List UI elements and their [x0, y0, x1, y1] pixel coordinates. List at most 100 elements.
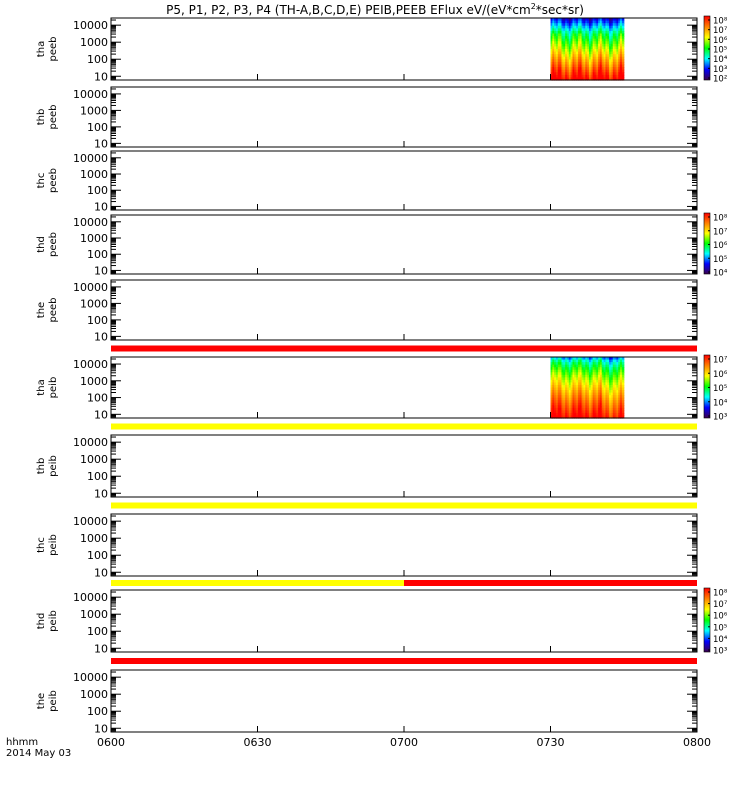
spectrogram-cell: [603, 59, 607, 63]
spectrogram-cell: [574, 38, 577, 42]
spectrogram-cell: [574, 54, 577, 58]
spectrogram-cell: [588, 59, 592, 63]
spectrogram-cell: [579, 407, 583, 411]
spectrogram-cell: [570, 369, 574, 373]
spectrogram-cell: [587, 400, 590, 404]
spectrogram-cell: [605, 402, 608, 406]
y-tick-label: 1000: [80, 297, 108, 310]
spectrogram-cell: [576, 405, 579, 409]
spectrogram-cell: [566, 41, 570, 45]
spectrogram-cell: [607, 49, 610, 53]
colorbar: [703, 15, 711, 81]
spectrogram-cell: [555, 69, 559, 73]
spectrogram-cell: [612, 387, 616, 391]
y-tick-label: 1000: [80, 688, 108, 701]
spectrogram-cell: [587, 59, 590, 63]
y-tick-label: 10000: [73, 19, 108, 32]
spectrogram-cell: [612, 56, 616, 60]
spectrogram-cell: [607, 369, 610, 373]
spectrogram-cell: [621, 61, 625, 66]
spectrogram-cell: [616, 382, 619, 386]
spectrogram-cell: [577, 387, 581, 391]
spectrogram-cell: [596, 367, 599, 371]
spectrogram-cell: [581, 395, 585, 399]
spectrogram-cell: [607, 395, 610, 399]
spectrogram-cell: [568, 377, 572, 381]
spectrogram-cell: [570, 372, 574, 376]
spectrogram-cell: [572, 402, 575, 406]
spectrogram-cell: [618, 374, 621, 378]
spectrogram-cell: [594, 74, 597, 79]
spectrogram-cell: [620, 359, 623, 363]
spectrogram-cell: [557, 384, 561, 389]
spectrogram-cell: [609, 67, 612, 71]
spectrogram-cell: [594, 410, 597, 414]
spectrogram-cell: [559, 38, 563, 42]
spectrogram-cell: [592, 392, 596, 396]
spectrogram-cell: [550, 69, 553, 73]
spectrogram-cell: [598, 415, 601, 419]
spectrogram-cell: [587, 77, 590, 81]
spectrogram-cell: [592, 405, 596, 409]
spectrogram-cell: [594, 36, 597, 40]
spectrogram-cell: [587, 20, 590, 24]
spectrogram-cell: [603, 25, 607, 29]
spectrogram-cell: [583, 61, 586, 66]
spectrogram-cell: [565, 28, 568, 32]
spectrogram-cell: [554, 28, 557, 32]
spectrogram-cell: [572, 379, 575, 384]
spectrogram-cell: [559, 405, 563, 409]
spectrogram-cell: [588, 392, 592, 396]
spectrogram-cell: [590, 390, 594, 394]
spectrogram-cell: [572, 372, 575, 376]
spectrogram-cell: [588, 369, 592, 373]
spectrogram-cell: [603, 43, 607, 48]
spectrogram-cell: [587, 390, 590, 394]
spectrogram-cell: [563, 49, 566, 53]
plot-frame: [110, 214, 698, 275]
spectrogram-cell: [598, 402, 601, 406]
spectrogram-cell: [598, 382, 601, 386]
spectrogram-cell: [616, 412, 619, 417]
spectrogram-cell: [581, 387, 585, 391]
spectrogram-cell: [596, 51, 599, 55]
spectrogram-cell: [566, 51, 570, 55]
spectrogram-cell: [601, 64, 605, 68]
spectrogram-cell: [612, 43, 616, 48]
spectrogram-cell: [566, 415, 570, 419]
spectrogram-cell: [585, 36, 588, 40]
spectrogram-cell: [570, 56, 574, 60]
spectrogram-cell: [572, 74, 575, 79]
spectrogram-cell: [570, 415, 574, 419]
spectrogram-cell: [598, 367, 601, 371]
spectrogram-cell: [605, 390, 608, 394]
spectrogram-cell: [603, 64, 607, 68]
spectrogram-cell: [570, 30, 574, 35]
spectrogram-cell: [614, 74, 618, 79]
spectrogram-cell: [557, 402, 561, 406]
spectrogram-cell: [603, 387, 607, 391]
spectrogram-cell: [614, 387, 618, 391]
page-title: P5, P1, P2, P3, P4 (TH-A,B,C,D,E) PEIB,P…: [166, 2, 584, 17]
spectrogram-cell: [621, 54, 625, 58]
spectrogram-cell: [579, 359, 583, 363]
spectrogram-cell: [598, 359, 601, 363]
spectrogram-cell: [621, 364, 625, 368]
spectrogram-cell: [572, 38, 575, 42]
spectrogram-cell: [592, 23, 596, 27]
spectrogram-cell: [599, 23, 603, 27]
spectrogram-cell: [563, 384, 566, 389]
spectrogram-cell: [577, 30, 581, 35]
spectrogram-cell: [557, 33, 561, 37]
spectrogram-cell: [618, 367, 621, 371]
spectrogram-cell: [585, 54, 588, 58]
spectrogram-cell: [609, 38, 612, 42]
spectrogram-cell: [574, 397, 577, 401]
spectrogram-cell: [577, 74, 581, 79]
spectrogram-cell: [603, 390, 607, 394]
spectrogram-cell: [610, 407, 614, 411]
spectrogram-cell: [570, 402, 574, 406]
spectrogram-cell: [574, 395, 577, 399]
